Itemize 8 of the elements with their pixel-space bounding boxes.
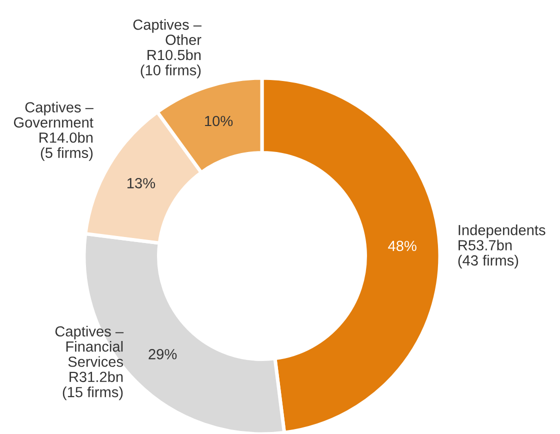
slice-label: Captives – Financial Services R31.2bn (15 firms) [55,326,124,400]
slice-label: Independents R53.7bn (43 firms) [458,224,546,268]
slice-label: Captives – Government R14.0bn (5 firms) [14,102,94,161]
slice-label: Captives – Other R10.5bn (10 firms) [133,19,202,78]
data-label: 13% [127,178,156,188]
data-label: 10% [205,116,233,126]
data-label: 48% [388,240,416,252]
data-label: 29% [148,349,177,360]
